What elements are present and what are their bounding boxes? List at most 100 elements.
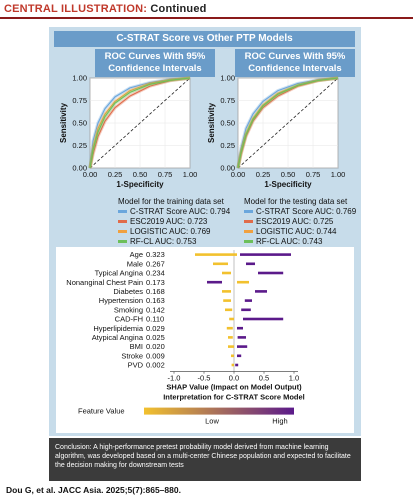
shap-low-values <box>228 345 234 348</box>
roc-curve <box>89 77 191 169</box>
legend-label: RF-CL AUC: 0.743 <box>256 237 323 246</box>
feature-importance: 0.009 <box>146 351 165 360</box>
x-tick-label: 0.25 <box>256 170 271 179</box>
x-tick-label: 0.0 <box>229 374 239 383</box>
y-tick-label: 0.75 <box>220 96 235 105</box>
legend-swatch <box>244 220 253 224</box>
legend-swatch <box>244 230 253 234</box>
shap-low-values <box>213 262 228 266</box>
feature-importance: 0.163 <box>146 296 165 305</box>
feature-name: Nonanginal Chest Pain <box>66 278 143 287</box>
feature-importance: 0.267 <box>146 259 165 268</box>
roc-curve <box>89 77 191 169</box>
diagonal-reference-line <box>237 77 339 169</box>
shap-high-values <box>246 262 255 266</box>
x-tick-label: -0.5 <box>198 374 211 383</box>
y-axis-label: Sensitivity <box>207 102 216 143</box>
x-axis-label: SHAP Value (Impact on Model Output) <box>166 383 302 392</box>
roc-train-title: ROC Curves With 95% Confidence Intervals <box>95 49 215 77</box>
x-tick-label: -1.0 <box>168 374 181 383</box>
feature-importance: 0.323 <box>146 250 165 259</box>
colorbar <box>144 407 294 415</box>
x-tick-label: 0.50 <box>133 170 148 179</box>
x-tick-label: 0.25 <box>108 170 123 179</box>
legend-label: ESC2019 AUC: 0.723 <box>130 217 208 226</box>
y-tick-label: 0.00 <box>72 164 87 173</box>
shap-high-values <box>243 317 284 321</box>
x-tick-label: 1.0 <box>289 374 299 383</box>
shap-low-values <box>237 280 249 284</box>
legend-train-item: RF-CL AUC: 0.753 <box>118 237 230 247</box>
y-axis-label: Sensitivity <box>59 102 68 143</box>
feature-name: Typical Angina <box>95 269 144 278</box>
chart-subtitle: Interpretation for C-STRAT Score Model <box>163 393 305 402</box>
shap-high-values <box>241 308 251 312</box>
feature-importance: 0.110 <box>146 315 164 324</box>
y-tick-label: 0.75 <box>72 96 87 105</box>
shap-high-values <box>235 363 239 367</box>
feature-name: Age <box>130 250 143 259</box>
shap-high-values <box>237 336 246 339</box>
shap-high-values <box>258 271 284 275</box>
legend-train-item: C-STRAT Score AUC: 0.794 <box>118 207 230 217</box>
legend-test-title: Model for the testing data set <box>244 197 348 206</box>
x-axis-label: 1-Specificity <box>264 180 312 189</box>
header-sub: Continued <box>150 3 207 15</box>
diagonal-reference-line <box>89 77 191 169</box>
colorbar-low-label: Low <box>205 417 219 426</box>
shap-high-values <box>255 290 267 293</box>
shap-high-values <box>244 299 252 302</box>
feature-importance: 0.168 <box>146 287 165 296</box>
shap-low-values <box>222 271 231 275</box>
feature-name: Stroke <box>121 351 143 360</box>
legend-swatch <box>244 240 253 244</box>
x-tick-label: 1.00 <box>331 170 346 179</box>
legend-test-item: ESC2019 AUC: 0.725 <box>244 217 356 227</box>
x-tick-label: 0.5 <box>259 374 269 383</box>
shap-low-values <box>222 290 231 293</box>
y-tick-label: 0.50 <box>72 119 87 128</box>
shap-low-values <box>225 308 233 312</box>
shap-high-values <box>207 280 222 284</box>
legend-swatch <box>118 230 127 234</box>
legend-label: LOGISTIC AUC: 0.744 <box>256 227 337 236</box>
feature-name: Atypical Angina <box>92 333 144 342</box>
x-tick-label: 0.75 <box>306 170 321 179</box>
legend-train-item: LOGISTIC AUC: 0.769 <box>118 227 230 237</box>
legend-test: Model for the testing data set C-STRAT S… <box>244 197 356 247</box>
shap-low-values <box>231 354 234 358</box>
feature-importance: 0.173 <box>146 278 165 287</box>
shap-low-values <box>195 253 237 256</box>
panel-title: C-STRAT Score vs Other PTP Models <box>54 31 355 47</box>
feature-name: BMI <box>130 342 143 351</box>
x-tick-label: 0.00 <box>231 170 246 179</box>
feature-importance: 0.029 <box>146 324 165 333</box>
shap-high-values <box>237 326 243 330</box>
feature-name: Hyperlipidemia <box>93 324 143 333</box>
legend-train-item: ESC2019 AUC: 0.723 <box>118 217 230 227</box>
roc-curve <box>89 77 191 169</box>
x-tick-label: 1.00 <box>183 170 198 179</box>
y-tick-label: 1.00 <box>72 74 87 83</box>
illustration-header: CENTRAL ILLUSTRATION: Continued <box>0 0 413 17</box>
feature-importance: 0.025 <box>146 333 165 342</box>
feature-importance: 0.020 <box>146 342 165 351</box>
feature-name: Diabetes <box>113 287 143 296</box>
shap-high-values <box>240 253 291 256</box>
legend-label: ESC2019 AUC: 0.725 <box>256 217 334 226</box>
x-tick-label: 0.00 <box>83 170 98 179</box>
feature-importance: 0.234 <box>146 269 165 278</box>
shap-low-values <box>223 299 231 302</box>
colorbar-title: Feature Value <box>78 407 125 416</box>
roc-curve <box>237 77 339 169</box>
y-tick-label: 0.50 <box>220 119 235 128</box>
legend-label: C-STRAT Score AUC: 0.794 <box>130 207 231 216</box>
x-axis-label: 1-Specificity <box>116 180 164 189</box>
feature-name: Male <box>127 259 143 268</box>
conclusion-box: Conclusion: A high-performance pretest p… <box>49 438 361 481</box>
legend-label: LOGISTIC AUC: 0.769 <box>130 227 211 236</box>
shap-low-values <box>231 363 234 367</box>
legend-swatch <box>244 210 253 214</box>
citation: Dou G, et al. JACC Asia. 2025;5(7):865–8… <box>6 485 181 495</box>
feature-importance: 0.142 <box>146 305 165 314</box>
